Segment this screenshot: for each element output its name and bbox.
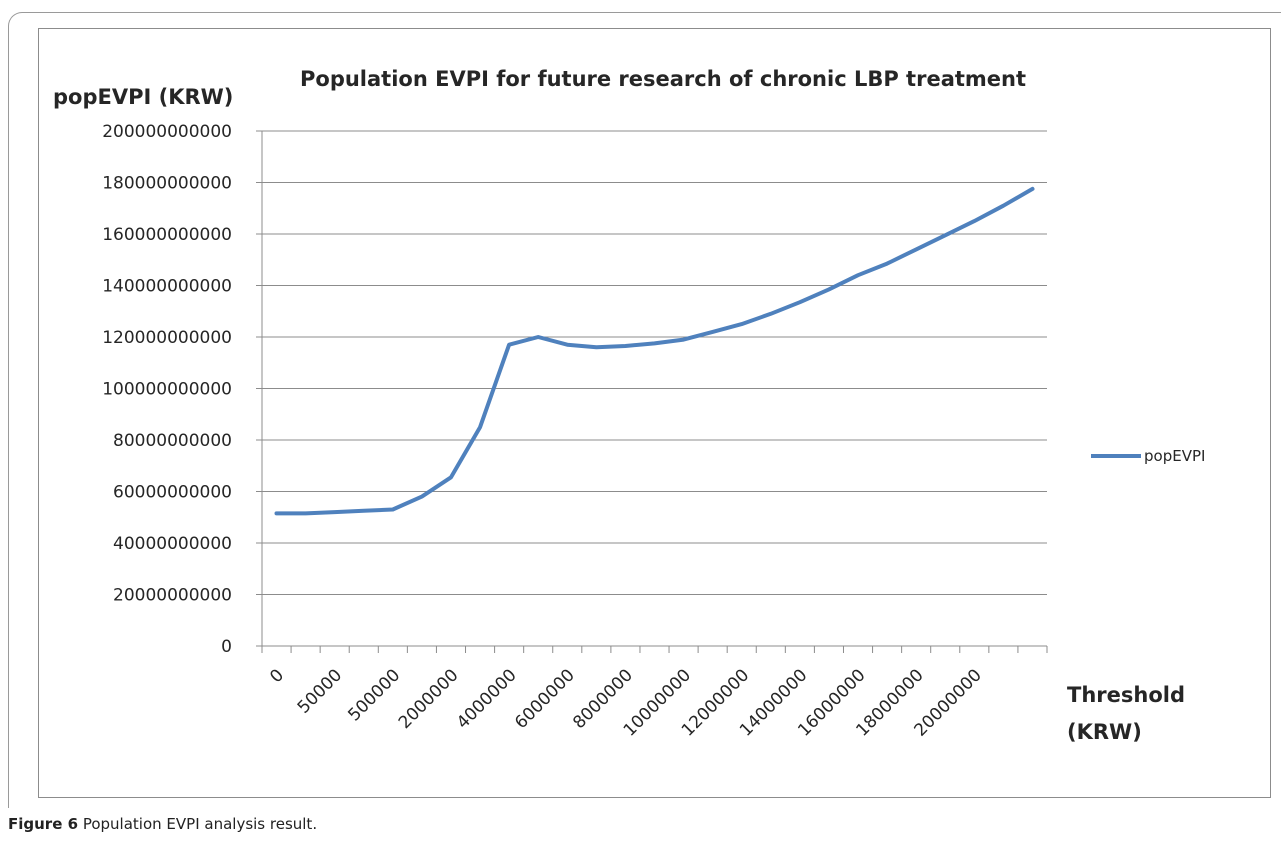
y-tick-label: 120000000000 [102, 328, 232, 348]
caption-text: Population EVPI analysis result. [82, 815, 318, 833]
x-axis-title-line1: Threshold [1067, 683, 1185, 707]
y-tick-label: 20000000000 [113, 586, 232, 606]
legend: popEVPI [1091, 447, 1205, 465]
x-tick-label: 0 [266, 665, 288, 687]
y-axis: 0 20000000000 40000000000 60000000000 800000… [102, 122, 263, 657]
x-axis: 0 500005000002000000400000060000008000000… [261, 645, 1048, 741]
y-tick-label: 0 [221, 637, 232, 657]
gridlines [262, 130, 1047, 647]
x-tick-label: 4000000 [453, 665, 521, 733]
y-axis-title: popEVPI (KRW) [53, 85, 233, 109]
x-tick-label: 2000000 [395, 665, 463, 733]
y-tick-label: 200000000000 [102, 122, 232, 142]
series-layer [274, 186, 1035, 516]
figure-caption: Figure 6 Population EVPI analysis result… [8, 815, 317, 833]
y-tick-label: 60000000000 [113, 483, 232, 503]
chart-area: 0 20000000000 40000000000 60000000000 800000… [38, 28, 1271, 798]
y-tick-label: 160000000000 [102, 225, 232, 245]
y-tick-label: 40000000000 [113, 534, 232, 554]
y-tick-label: 140000000000 [102, 277, 232, 297]
chart-title: Population EVPI for future research of c… [300, 67, 1026, 91]
x-tick-label: 500000 [344, 665, 404, 725]
line-chart: 0 20000000000 40000000000 60000000000 800000… [53, 67, 1205, 744]
x-tick-label: 50000 [294, 665, 346, 717]
legend-label: popEVPI [1144, 447, 1205, 465]
x-axis-title-line2: (KRW) [1067, 720, 1142, 744]
series-line-popEVPI [274, 186, 1035, 516]
y-tick-label: 100000000000 [102, 380, 232, 400]
caption-label: Figure 6 [8, 815, 79, 833]
y-tick-label: 180000000000 [102, 174, 232, 194]
figure-frame [8, 12, 1281, 808]
x-tick-label: 6000000 [511, 665, 579, 733]
y-tick-label: 80000000000 [113, 431, 232, 451]
